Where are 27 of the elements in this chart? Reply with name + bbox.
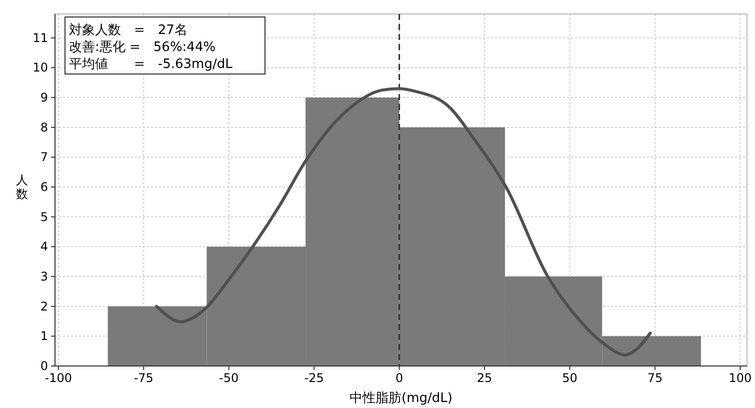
y-tick-label: 7	[40, 150, 48, 164]
y-tick-label: 8	[40, 120, 48, 134]
y-tick-label: 1	[40, 329, 48, 344]
y-tick-label: 11	[32, 30, 48, 45]
annotation: 平均値 = -5.63mg/dL	[69, 57, 234, 72]
line-series	[155, 87, 652, 356]
y-tick-label: 10	[32, 60, 48, 75]
x-tick-label: 0	[395, 371, 404, 385]
x-tick-label: 75	[647, 371, 663, 385]
y-tick-label: 6	[40, 180, 48, 194]
x-tick-label: 50	[562, 371, 578, 385]
x-tick-label: 25	[476, 371, 492, 385]
annotation: 改善:悪化 = 56%:44%	[69, 39, 216, 55]
x-tick-label: -50	[219, 371, 239, 385]
annotation: 対象人数 = 27名	[69, 22, 188, 38]
y-tick-label: 0	[40, 359, 48, 373]
y-tick-label: 9	[40, 90, 48, 105]
x-tick-label: -25	[304, 371, 324, 385]
x-tick-label: -75	[134, 371, 154, 385]
y-tick-label: 3	[40, 270, 48, 284]
y-tick-label: 2	[40, 299, 48, 314]
y-tick-label: 4	[40, 240, 48, 254]
y-axis-title: 人数	[16, 173, 28, 201]
y-tick-label: 5	[40, 210, 48, 224]
x-axis-title: 中性脂肪(mg/dL)	[350, 391, 452, 406]
x-tick-label: 100	[728, 371, 752, 385]
x-tick-label: -100	[44, 371, 72, 385]
